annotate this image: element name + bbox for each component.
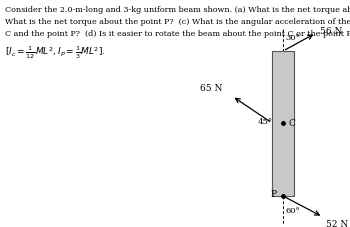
Text: 45°: 45° <box>258 118 273 126</box>
Text: 30°: 30° <box>285 34 300 42</box>
Text: 60°: 60° <box>286 206 301 214</box>
Text: C: C <box>289 119 296 128</box>
Bar <box>272 52 294 196</box>
Text: 52 N: 52 N <box>326 219 348 227</box>
Text: 56 N: 56 N <box>320 27 342 36</box>
Text: C and the point P?  (d) Is it easier to rotate the beam about the point C or the: C and the point P? (d) Is it easier to r… <box>5 30 350 38</box>
Text: 65 N: 65 N <box>199 84 222 93</box>
Text: Consider the 2.0-m-long and 3-kg uniform beam shown. (a) What is the net torque : Consider the 2.0-m-long and 3-kg uniform… <box>5 6 350 14</box>
Text: What is the net torque about the point P?  (c) What is the angular acceleration : What is the net torque about the point P… <box>5 18 350 26</box>
Text: $[I_c = \frac{1}{12}ML^2, I_P = \frac{1}{3}ML^2].$: $[I_c = \frac{1}{12}ML^2, I_P = \frac{1}… <box>5 44 105 60</box>
Text: P: P <box>271 190 277 199</box>
